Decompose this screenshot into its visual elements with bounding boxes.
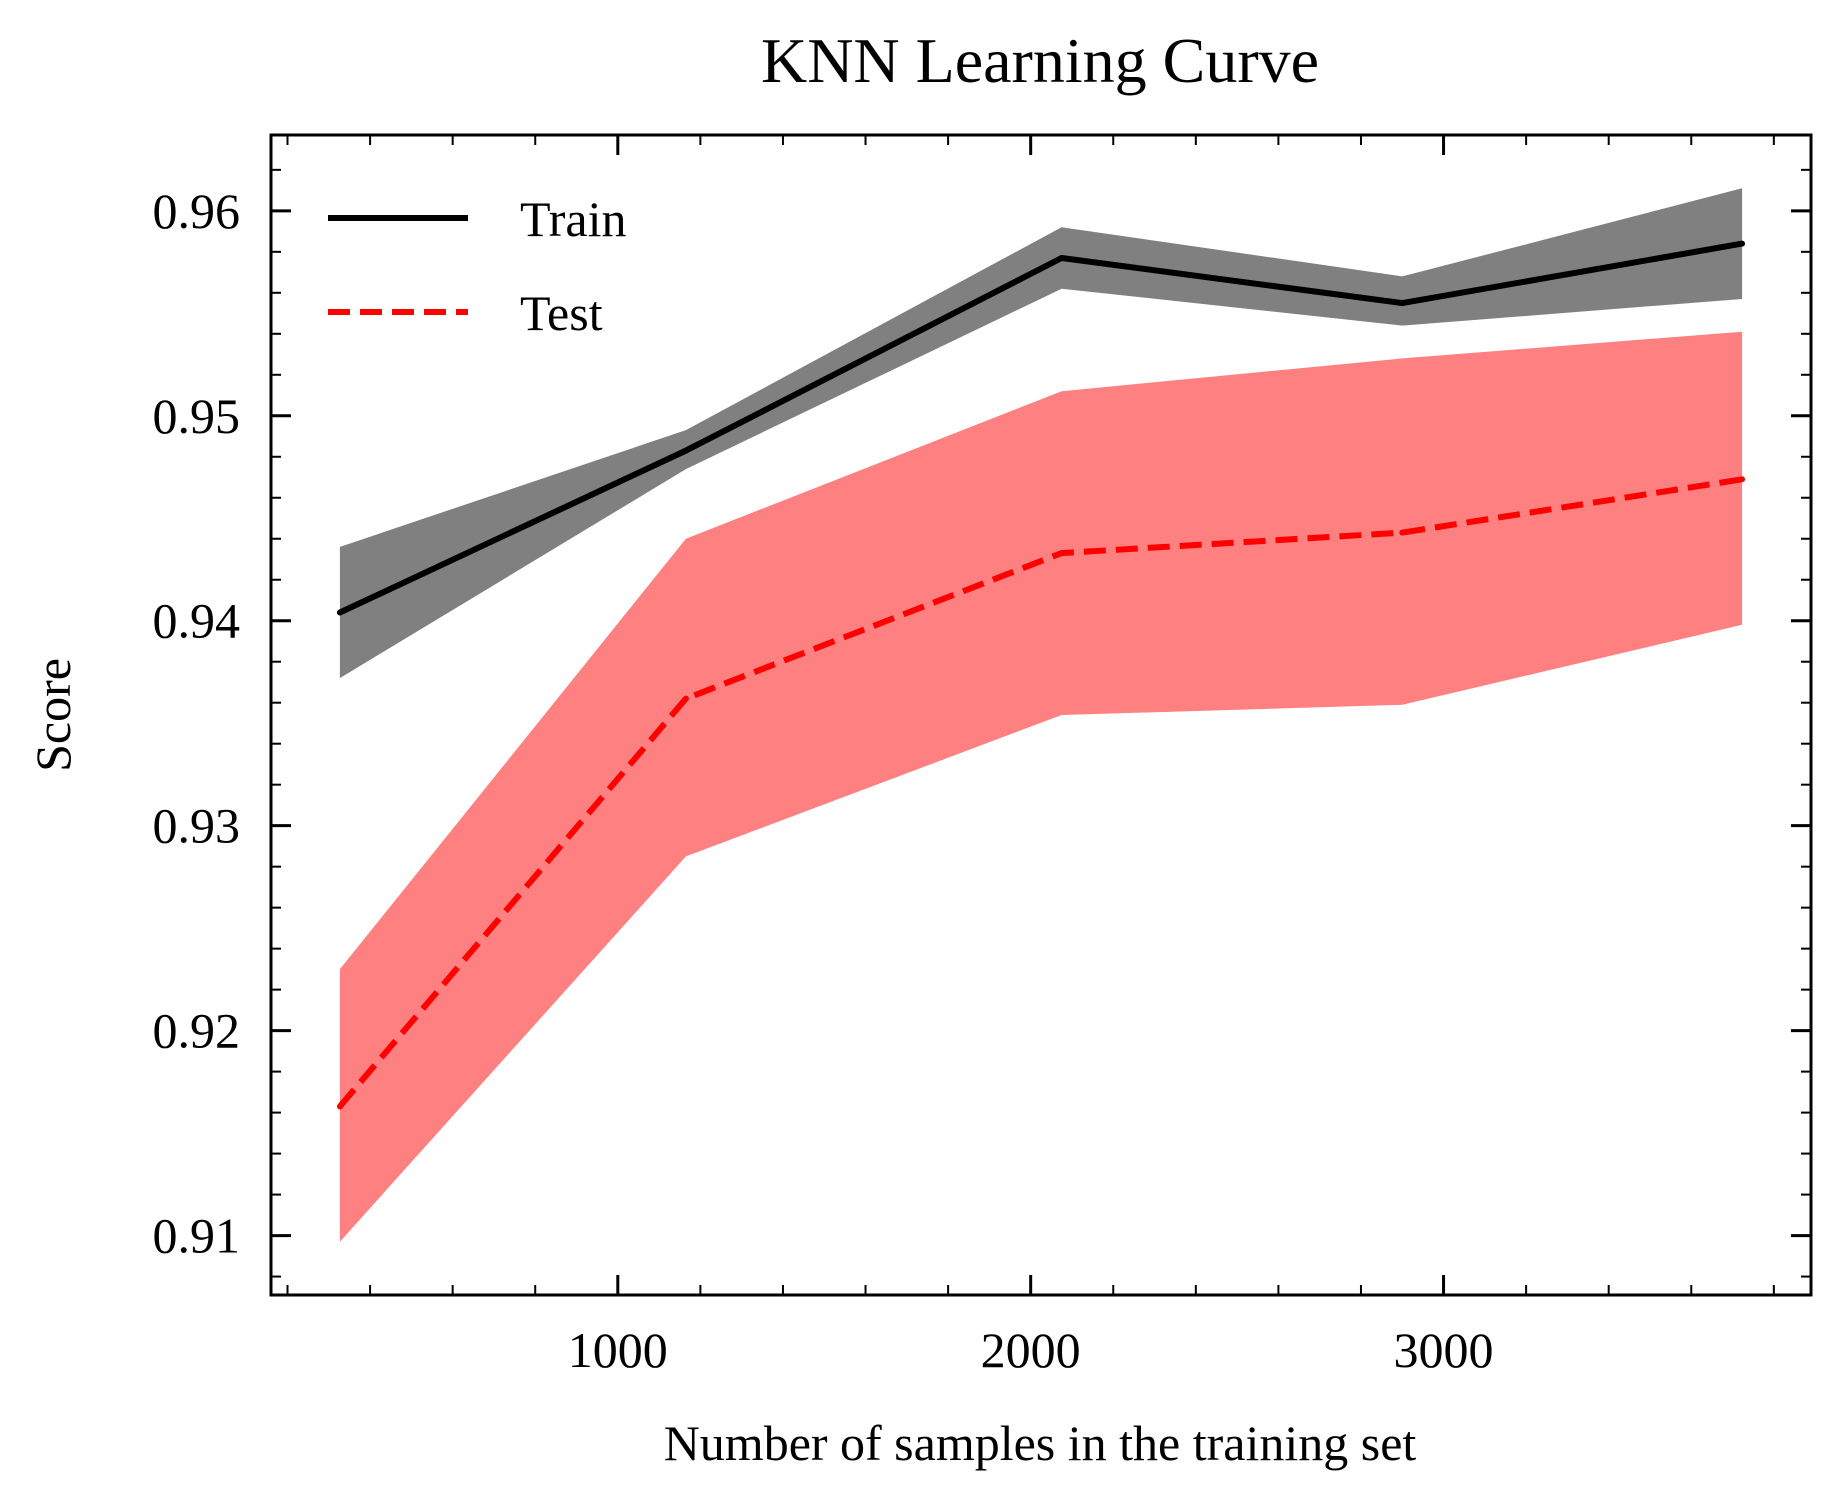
point-train (336, 609, 343, 616)
legend-label-test: Test (520, 285, 603, 341)
legend-label-train: Train (520, 191, 627, 247)
y-tick-label: 0.92 (153, 1003, 241, 1059)
y-tick-label: 0.96 (153, 183, 241, 239)
point-test (1739, 476, 1746, 483)
x-tick-label: 3000 (1394, 1322, 1494, 1378)
axis-ticks: 1000 2000 3000 0.91 0.92 0.93 0.94 0.95 0.96 (153, 135, 1811, 1378)
x-axis-label: Number of samples in the training set (664, 1415, 1417, 1471)
point-test (1058, 550, 1065, 557)
point-test (336, 1103, 343, 1110)
y-tick-label: 0.95 (153, 388, 241, 444)
confidence-bands (339, 188, 1743, 1242)
plot-frame (269, 133, 1813, 1297)
point-test (682, 695, 689, 702)
point-train (1058, 254, 1065, 261)
point-test (1399, 529, 1406, 536)
band-train (339, 188, 1743, 679)
point-train (1399, 300, 1406, 307)
chart-title: KNN Learning Curve (761, 25, 1319, 96)
band-test (339, 331, 1743, 1242)
y-tick-label: 0.93 (153, 798, 241, 854)
point-train (682, 447, 689, 454)
x-tick-label: 1000 (568, 1322, 668, 1378)
legend: Train Test (328, 191, 627, 341)
series-lines (336, 240, 1746, 1110)
y-axis-label: Score (25, 658, 81, 772)
x-tick-label: 2000 (981, 1322, 1081, 1378)
y-tick-label: 0.94 (153, 593, 241, 649)
y-tick-label: 0.91 (153, 1208, 241, 1264)
point-train (1739, 240, 1746, 247)
